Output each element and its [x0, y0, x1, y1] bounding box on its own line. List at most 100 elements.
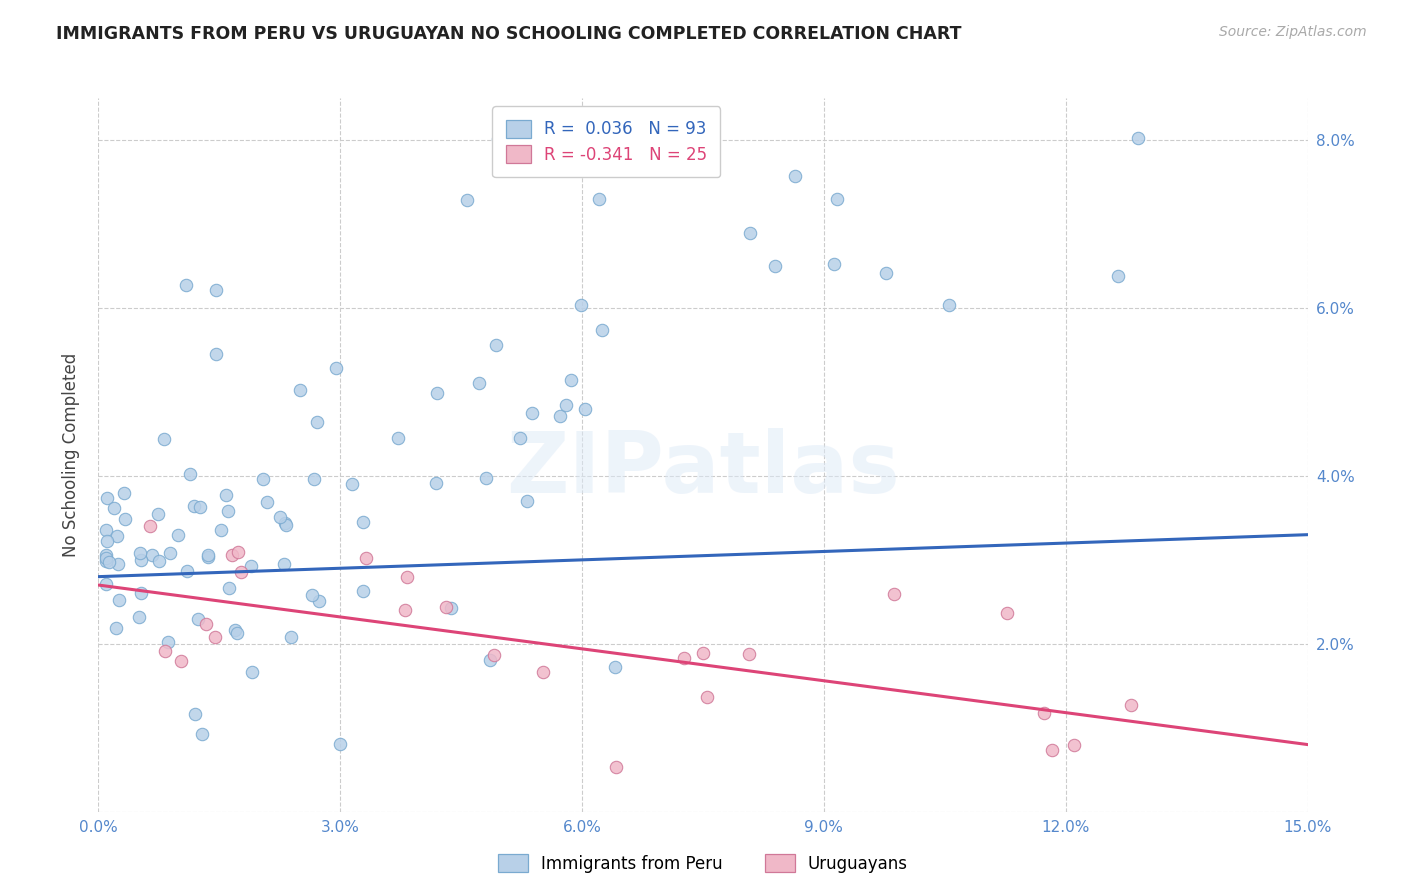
Point: [129, 586, 152, 600]
Point: [280, 630, 302, 644]
Point: [191, 727, 214, 741]
Point: [96, 554, 118, 568]
Point: [738, 226, 761, 240]
Point: [225, 625, 247, 640]
Point: [823, 257, 845, 271]
Point: [221, 548, 243, 562]
Point: [176, 564, 198, 578]
Point: [217, 504, 239, 518]
Point: [96, 491, 118, 505]
Point: [883, 587, 905, 601]
Point: [554, 398, 576, 412]
Point: [302, 472, 325, 486]
Point: [209, 524, 232, 538]
Point: [197, 550, 219, 565]
Point: [197, 548, 219, 562]
Point: [394, 602, 416, 616]
Point: [1032, 706, 1054, 720]
Point: [440, 601, 463, 615]
Point: [825, 192, 848, 206]
Point: [520, 406, 543, 420]
Point: [96, 523, 118, 537]
Point: [938, 298, 960, 312]
Point: [588, 192, 610, 206]
Point: [1121, 698, 1143, 712]
Point: [475, 471, 498, 485]
Point: [226, 545, 249, 559]
Point: [159, 546, 181, 560]
Point: [148, 554, 170, 568]
Point: [273, 558, 295, 572]
Point: [1042, 743, 1064, 757]
Point: [482, 648, 505, 662]
Point: [170, 655, 193, 669]
Point: [153, 432, 176, 446]
Point: [96, 534, 118, 549]
Point: [174, 278, 197, 293]
Point: [205, 347, 228, 361]
Point: [516, 494, 538, 508]
Point: [188, 500, 211, 515]
Point: [105, 529, 128, 543]
Point: [167, 528, 190, 542]
Point: [112, 485, 135, 500]
Point: [240, 558, 263, 573]
Point: [204, 630, 226, 644]
Point: [153, 644, 176, 658]
Point: [340, 477, 363, 491]
Point: [509, 431, 531, 445]
Point: [434, 599, 457, 614]
Point: [179, 467, 201, 482]
Point: [783, 169, 806, 183]
Point: [148, 507, 170, 521]
Point: [183, 499, 205, 513]
Point: [356, 551, 378, 566]
Point: [569, 298, 592, 312]
Point: [96, 548, 118, 562]
Point: [256, 495, 278, 509]
Point: [352, 516, 374, 530]
Point: [425, 475, 447, 490]
Point: [129, 553, 152, 567]
Point: [138, 519, 160, 533]
Point: [215, 488, 238, 502]
Point: [308, 594, 330, 608]
Point: [108, 592, 131, 607]
Point: [325, 361, 347, 376]
Point: [229, 565, 252, 579]
Point: [467, 376, 489, 390]
Point: [107, 557, 129, 571]
Text: Source: ZipAtlas.com: Source: ZipAtlas.com: [1219, 25, 1367, 39]
Point: [218, 581, 240, 595]
Point: [425, 386, 447, 401]
Point: [486, 132, 509, 146]
Point: [103, 501, 125, 516]
Point: [96, 551, 118, 566]
Point: [591, 323, 613, 337]
Point: [204, 283, 226, 297]
Point: [104, 621, 127, 635]
Point: [305, 415, 328, 429]
Point: [395, 569, 418, 583]
Point: [195, 616, 218, 631]
Point: [548, 409, 571, 423]
Point: [352, 584, 374, 599]
Point: [995, 607, 1018, 621]
Point: [692, 647, 714, 661]
Point: [485, 337, 508, 351]
Point: [224, 623, 246, 637]
Y-axis label: No Schooling Completed: No Schooling Completed: [62, 353, 80, 557]
Text: ZIPatlas: ZIPatlas: [506, 427, 900, 511]
Point: [187, 612, 209, 626]
Point: [329, 737, 352, 751]
Point: [156, 634, 179, 648]
Point: [763, 259, 786, 273]
Point: [129, 546, 152, 560]
Point: [531, 665, 554, 679]
Point: [252, 472, 274, 486]
Point: [240, 665, 263, 680]
Point: [301, 588, 323, 602]
Point: [290, 384, 312, 398]
Point: [269, 510, 291, 524]
Legend: Immigrants from Peru, Uruguayans: Immigrants from Peru, Uruguayans: [491, 847, 915, 880]
